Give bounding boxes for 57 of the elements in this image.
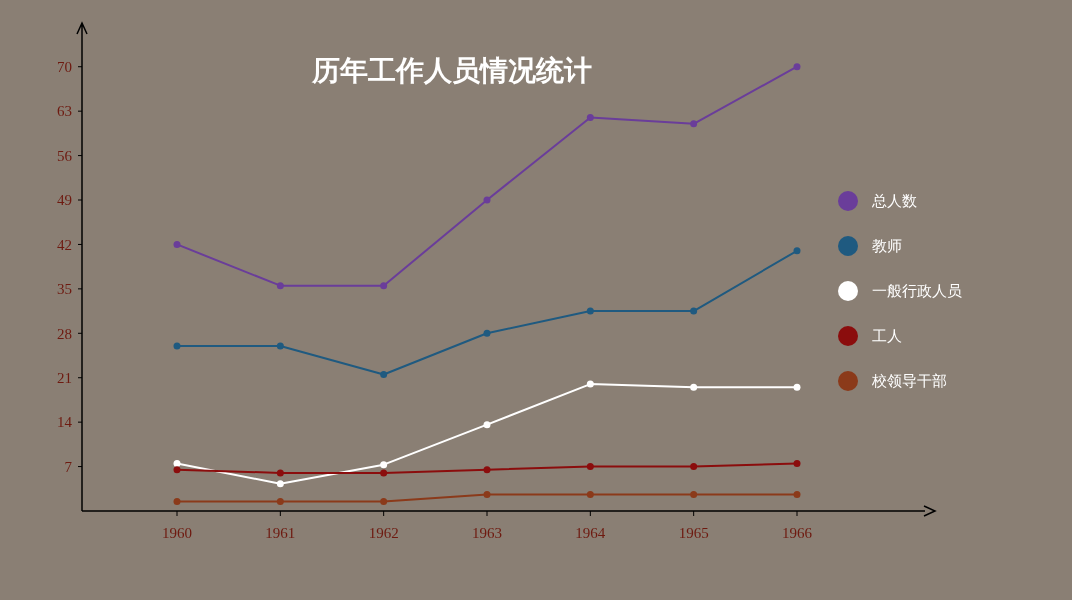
point [690, 383, 698, 391]
legend-label: 教师 [872, 237, 902, 256]
point [793, 459, 801, 467]
point [173, 466, 181, 474]
point [380, 371, 388, 379]
legend-label: 工人 [872, 327, 902, 346]
y-tick-label: 63 [57, 103, 72, 120]
x-tick-label: 1966 [782, 525, 813, 541]
y-tick-label: 56 [57, 147, 73, 164]
x-tick-label: 1964 [575, 525, 606, 541]
legend-label: 一般行政人员 [872, 282, 962, 301]
x-tick-label: 1961 [265, 525, 296, 541]
point [173, 497, 181, 505]
y-tick-label: 35 [57, 281, 72, 298]
y-tick-label: 42 [57, 236, 72, 253]
point [483, 329, 491, 337]
y-tick-label: 49 [57, 192, 72, 209]
point [276, 342, 284, 350]
point [276, 480, 284, 488]
y-tick-label: 28 [57, 325, 72, 342]
point [483, 421, 491, 429]
text: 历年工作人员情况统计 [311, 54, 592, 87]
point [690, 463, 698, 471]
point [483, 196, 491, 204]
point [793, 383, 801, 391]
point [173, 342, 181, 350]
y-tick-label: 7 [64, 458, 73, 475]
x-tick-label: 1960 [162, 525, 192, 541]
point [793, 247, 801, 255]
point [483, 466, 491, 474]
point [276, 469, 284, 477]
x-tick-label: 1962 [368, 525, 399, 541]
point [276, 282, 284, 290]
point [586, 491, 594, 498]
point [380, 282, 388, 290]
point [276, 497, 284, 505]
point [586, 114, 594, 122]
legend-label: 校领导干部 [871, 372, 947, 391]
x-tick-label: 1965 [678, 525, 709, 541]
point [586, 463, 594, 471]
y-tick-label: 70 [57, 58, 72, 75]
point [690, 307, 698, 315]
point [173, 240, 181, 248]
point [380, 469, 388, 477]
y-tick-label: 14 [57, 414, 73, 431]
point [793, 491, 801, 498]
point [586, 307, 594, 315]
point [380, 461, 388, 469]
x-tick-label: 1963 [472, 525, 502, 541]
point [690, 120, 698, 128]
y-tick-label: 21 [57, 369, 72, 386]
point [483, 491, 491, 498]
point [690, 491, 698, 498]
point [380, 497, 388, 505]
point [586, 380, 594, 388]
point [793, 63, 801, 71]
legend-label: 总人数 [871, 192, 917, 211]
